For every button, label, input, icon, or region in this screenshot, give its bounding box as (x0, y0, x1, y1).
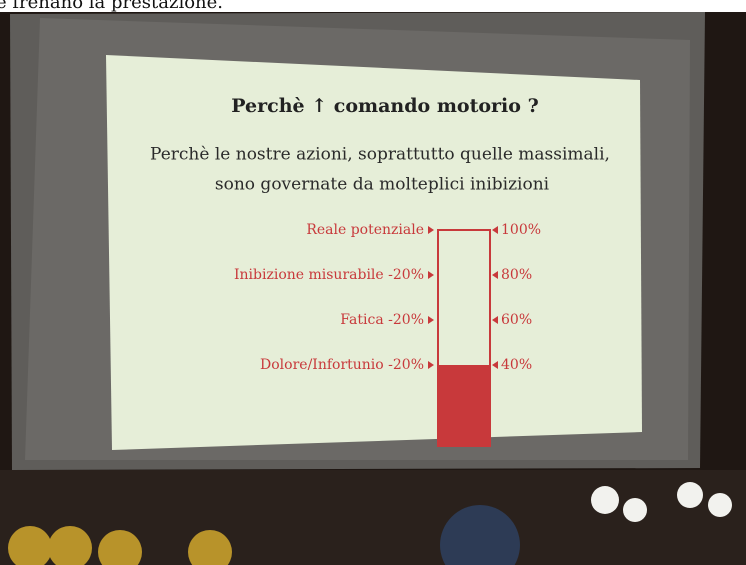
flower (591, 486, 619, 514)
caption: e frenano la prestazione. (0, 0, 223, 13)
level-name: Fatica -20% (340, 312, 424, 328)
gauge-fill (438, 365, 490, 447)
photo: e frenano la prestazione. Perchè ↑ coman… (0, 0, 746, 565)
level-label: 60% (501, 312, 532, 328)
level-name: Dolore/Infortunio -20% (260, 357, 424, 373)
level-label: 80% (501, 267, 532, 283)
level-label: 100% (501, 222, 541, 238)
flower (708, 493, 732, 517)
level-name: Reale potenziale (306, 222, 424, 238)
slide-subtitle: sono governate da molteplici inibizioni (215, 175, 550, 195)
slide-subtitle: Perchè le nostre azioni, soprattutto que… (150, 145, 610, 165)
flower (677, 482, 703, 508)
slide-title: Perchè ↑ comando motorio ? (231, 95, 538, 117)
level-name: Inibizione misurabile -20% (234, 267, 424, 283)
level-label: 40% (501, 357, 532, 373)
flower (623, 498, 647, 522)
